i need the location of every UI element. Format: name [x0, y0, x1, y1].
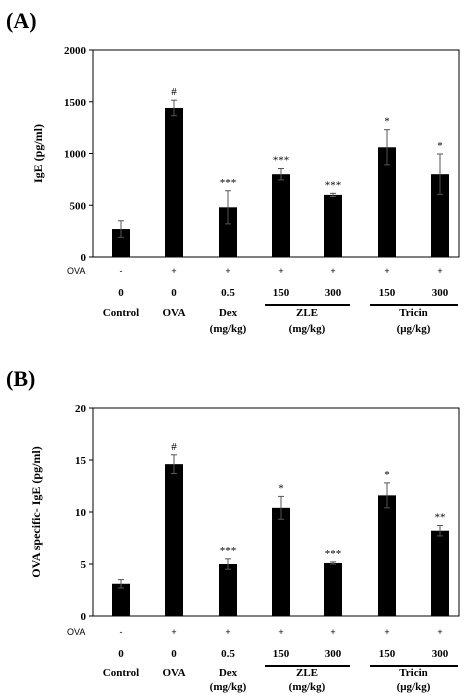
group-unit-zle: (mg/kg) — [289, 323, 326, 335]
dose-label: 300 — [432, 287, 449, 299]
ova-sign: + — [171, 266, 176, 276]
y-axis-title: OVA specific- IgE (pg/ml) — [29, 446, 43, 577]
dose-label: 0 — [118, 287, 124, 299]
group-label-dex: Dex — [219, 307, 238, 319]
significance-marker: *** — [220, 545, 237, 557]
group-label-ova: OVA — [162, 667, 185, 679]
bar — [378, 495, 396, 616]
y-tick-label: 15 — [75, 455, 87, 467]
y-tick-label: 1500 — [64, 97, 87, 109]
y-tick-label: 2000 — [64, 45, 87, 57]
ova-sign: + — [278, 266, 283, 276]
significance-marker: * — [384, 116, 390, 128]
group-label-control: Control — [103, 307, 139, 319]
panel-label: (B) — [6, 366, 35, 391]
dose-label: 0.5 — [221, 648, 235, 660]
bar — [272, 174, 290, 257]
bar — [165, 107, 183, 258]
ova-sign: + — [278, 627, 283, 637]
dose-label: 300 — [325, 287, 342, 299]
group-label-zle: ZLE — [296, 307, 318, 319]
group-unit-tricin: (μg/kg) — [397, 681, 431, 693]
dose-label: 0.5 — [221, 287, 235, 299]
ova-sign: + — [437, 627, 442, 637]
ova-sign: + — [437, 266, 442, 276]
dose-label: 150 — [379, 648, 396, 660]
significance-marker: # — [171, 86, 177, 98]
panel-a: (A) 0 500 1000 1500 2000 IgE (pg/ml) - 0 # +0 *** +0… — [6, 8, 460, 335]
ova-sign: + — [171, 627, 176, 637]
dose-label: 150 — [379, 287, 396, 299]
dose-label: 0 — [171, 287, 177, 299]
significance-marker: *** — [325, 179, 342, 191]
bar — [219, 564, 237, 616]
group-label-ova: OVA — [162, 307, 185, 319]
ova-sign: + — [225, 266, 230, 276]
bar — [324, 194, 342, 257]
y-tick-label: 0 — [81, 611, 87, 623]
y-tick-label: 500 — [70, 200, 87, 212]
y-axis-title: IgE (pg/ml) — [31, 124, 45, 183]
significance-marker: # — [171, 441, 177, 453]
ova-sign: - — [120, 266, 123, 276]
ova-sign: + — [330, 627, 335, 637]
significance-marker: * — [278, 482, 284, 494]
bar — [165, 464, 183, 616]
significance-marker: * — [437, 140, 443, 152]
significance-marker: *** — [325, 548, 342, 560]
ova-sign: + — [330, 266, 335, 276]
y-tick-label: 1000 — [64, 149, 87, 161]
ova-row-label: OVA — [67, 627, 85, 637]
bar — [112, 229, 130, 257]
ova-row-label: OVA — [67, 266, 85, 276]
ova-sign: + — [225, 627, 230, 637]
group-unit-dex: (mg/kg) — [210, 323, 247, 335]
panel-label: (A) — [6, 8, 37, 33]
bar — [219, 207, 237, 257]
bar — [272, 507, 290, 616]
bar — [378, 147, 396, 257]
bar — [431, 530, 449, 616]
dose-label: 0 — [171, 648, 177, 660]
bar — [431, 174, 449, 257]
ova-sign: + — [384, 627, 389, 637]
significance-marker: *** — [273, 155, 290, 167]
significance-marker: * — [384, 469, 390, 481]
significance-marker: *** — [220, 177, 237, 189]
y-tick-label: 5 — [81, 559, 87, 571]
group-unit-zle: (mg/kg) — [289, 681, 326, 693]
bar — [324, 562, 342, 616]
group-unit-dex: (mg/kg) — [210, 681, 247, 693]
ova-sign: - — [120, 627, 123, 637]
panel-b: (B) 0 5 10 15 20 OVA specific- IgE (pg/ml) - 0 # +… — [6, 366, 460, 693]
dose-label: 300 — [325, 648, 342, 660]
dose-label: 150 — [273, 648, 290, 660]
dose-label: 300 — [432, 648, 449, 660]
ova-sign: + — [384, 266, 389, 276]
dose-label: 150 — [273, 287, 290, 299]
group-unit-tricin: (μg/kg) — [397, 323, 431, 335]
y-tick-label: 20 — [75, 403, 87, 415]
group-label-zle: ZLE — [296, 667, 318, 679]
y-tick-label: 0 — [81, 252, 87, 264]
group-label-tricin: Tricin — [399, 667, 428, 679]
dose-label: 0 — [118, 648, 124, 660]
significance-marker: ** — [435, 512, 446, 524]
group-label-dex: Dex — [219, 667, 238, 679]
group-label-tricin: Tricin — [399, 307, 428, 319]
group-label-control: Control — [103, 667, 139, 679]
bar — [112, 583, 130, 616]
y-tick-label: 10 — [75, 507, 87, 519]
